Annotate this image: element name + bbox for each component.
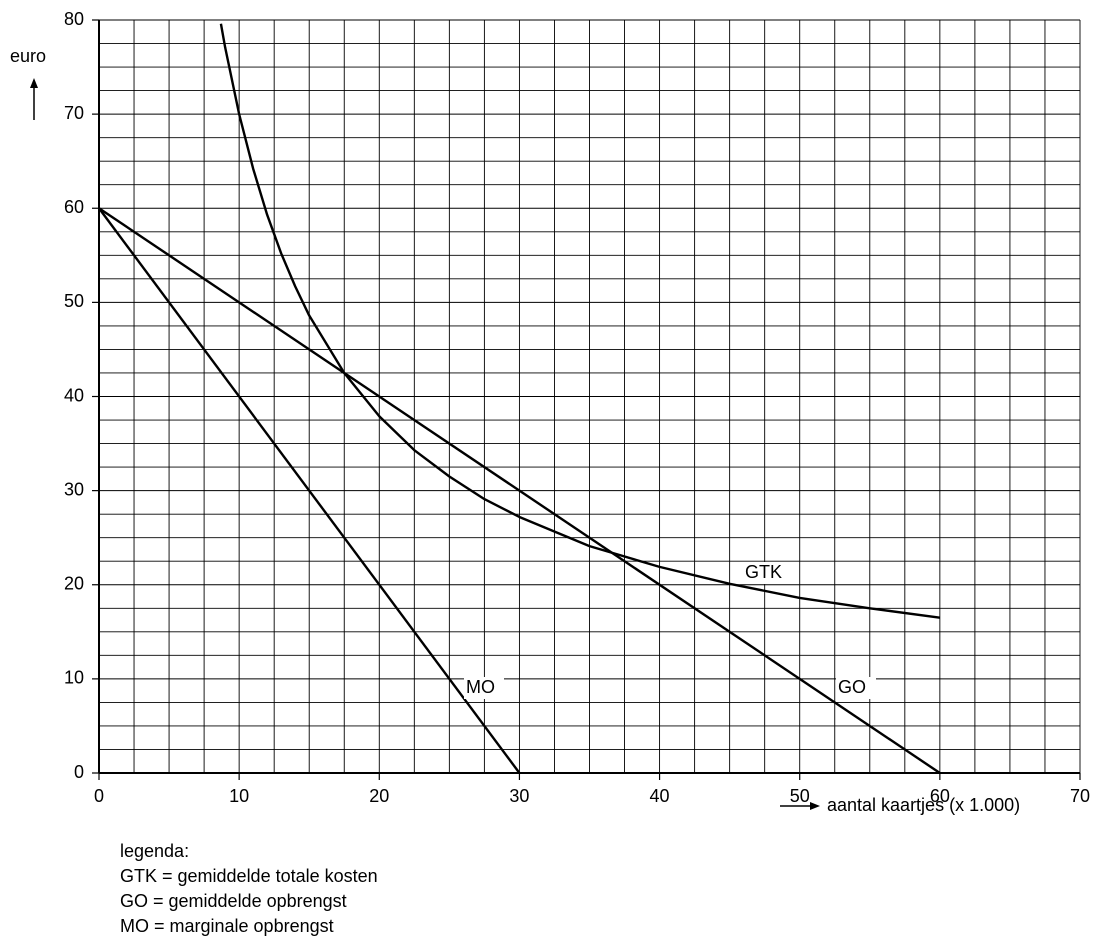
- x-tick-label: 30: [509, 786, 529, 806]
- y-tick-label: 40: [64, 385, 84, 405]
- series-line: [98, 207, 941, 774]
- y-tick-label: 70: [64, 103, 84, 123]
- legend-item: GTK = gemiddelde totale kosten: [120, 866, 378, 886]
- series-line: [219, 23, 941, 619]
- series-label: GO: [838, 677, 866, 697]
- legend-title: legenda:: [120, 841, 189, 861]
- y-tick-label: 80: [64, 9, 84, 29]
- x-tick-label: 50: [790, 786, 810, 806]
- x-tick-label: 60: [930, 786, 950, 806]
- series-line: [98, 207, 521, 774]
- y-tick-label: 20: [64, 574, 84, 594]
- x-axis-label: aantal kaartjes (x 1.000): [827, 795, 1020, 815]
- y-tick-label: 30: [64, 479, 84, 499]
- y-axis-arrowhead: [30, 78, 38, 88]
- y-tick-label: 50: [64, 291, 84, 311]
- x-tick-label: 40: [650, 786, 670, 806]
- y-tick-label: 60: [64, 197, 84, 217]
- series-label-bg: [743, 562, 783, 584]
- x-tick-label: 70: [1070, 786, 1090, 806]
- series-label: MO: [466, 677, 495, 697]
- plot: GTK GO MO: [98, 23, 941, 774]
- legend-item: MO = marginale opbrengst: [120, 916, 334, 936]
- grid: 0 10 20 30 40 50 60 70 0 10 20 30 40 50 60 70 80: [64, 9, 1090, 806]
- x-axis-arrowhead: [810, 802, 820, 810]
- series-label-bg: [464, 677, 504, 699]
- y-axis-label: euro: [10, 46, 46, 66]
- x-tick-label: 0: [94, 786, 104, 806]
- series-label: GTK: [745, 562, 782, 582]
- legend-item: GO = gemiddelde opbrengst: [120, 891, 347, 911]
- series-label-bg: [836, 677, 876, 699]
- x-tick-label: 20: [369, 786, 389, 806]
- y-tick-label: 10: [64, 668, 84, 688]
- y-tick-label: 0: [74, 762, 84, 782]
- x-tick-label: 10: [229, 786, 249, 806]
